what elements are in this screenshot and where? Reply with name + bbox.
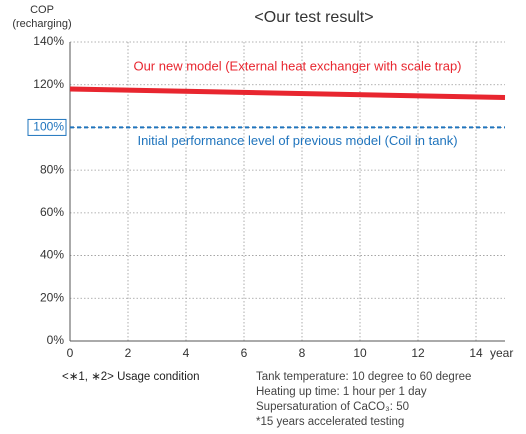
y-tick-label: 40% (40, 248, 64, 262)
y-tick-label: 60% (40, 205, 64, 219)
y-tick-label: 100% (33, 120, 64, 134)
x-tick-label: 6 (241, 346, 248, 360)
y-tick-label: 20% (40, 290, 64, 304)
note-label: <∗1, ∗2> Usage condition (62, 371, 200, 383)
x-tick-label: 0 (67, 346, 74, 360)
x-tick-label: 10 (353, 346, 367, 360)
x-tick-label: 8 (299, 346, 306, 360)
note-line: Tank temperature: 10 degree to 60 degree (256, 371, 471, 383)
chart-title: <Our test result> (254, 9, 373, 26)
y-axis-label: COP (30, 4, 54, 16)
x-axis-label: year (490, 346, 513, 360)
y-tick-label: 120% (33, 77, 64, 91)
y-tick-label: 140% (33, 34, 64, 48)
line (69, 86, 506, 101)
note-line: Supersaturation of CaCO₃: 50 (256, 401, 409, 413)
x-tick-label: 4 (183, 346, 190, 360)
y-tick-label: 0% (47, 333, 65, 347)
y-tick-label: 80% (40, 162, 64, 176)
line-label: Our new model (External heat exchanger w… (133, 58, 461, 73)
y-axis-label: (recharging) (12, 18, 71, 30)
highlight-box (27, 118, 67, 136)
note-line: *15 years accelerated testing (256, 416, 404, 428)
x-tick-label: 12 (411, 346, 425, 360)
x-tick-label: 2 (125, 346, 132, 360)
line-label: Initial performance level of previous mo… (137, 133, 457, 148)
x-tick-label: 14 (469, 346, 483, 360)
note-line: Heating up time: 1 hour per 1 day (256, 386, 427, 398)
